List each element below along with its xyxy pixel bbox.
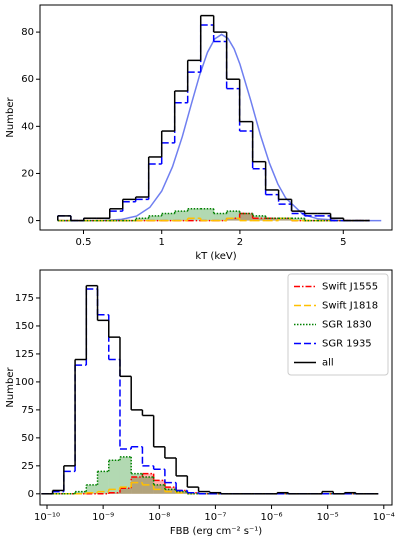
y-tick-label: 25 xyxy=(21,461,34,472)
hist-fill xyxy=(86,484,98,494)
plot-area xyxy=(41,284,379,495)
hist-fill xyxy=(97,471,109,494)
y-tick-label: 125 xyxy=(15,349,34,360)
hist-fill xyxy=(119,456,132,494)
legend-label: Swift J1555 xyxy=(322,282,378,293)
y-tick-label: 40 xyxy=(21,121,34,132)
y-axis-label: Number xyxy=(5,367,16,408)
y-tick-label: 60 xyxy=(21,74,34,85)
hist-fill xyxy=(153,480,165,494)
legend-box xyxy=(287,273,389,376)
x-tick-label: 2 xyxy=(237,237,243,248)
plot-area xyxy=(57,14,382,222)
y-tick-label: 175 xyxy=(15,293,34,304)
y-axis-label: Number xyxy=(5,97,16,138)
y-tick-label: 150 xyxy=(15,321,34,332)
y-tick-label: 0 xyxy=(28,489,34,500)
x-tick-label: 10⁻⁹ xyxy=(92,512,114,523)
axes-frame xyxy=(39,269,393,506)
hist-fill xyxy=(108,460,120,494)
hist-fill xyxy=(213,213,227,221)
hist-fill xyxy=(148,215,162,221)
hist-fill xyxy=(265,218,279,221)
x-tick-label: 10⁻⁸ xyxy=(148,512,170,523)
hist-fill xyxy=(161,213,175,221)
hist-fill xyxy=(142,473,154,494)
legend-label: SGR 1935 xyxy=(322,339,372,350)
legend-label: all xyxy=(322,358,334,369)
hist-fill xyxy=(239,213,253,221)
y-tick-label: 20 xyxy=(21,168,34,179)
hist-fill xyxy=(200,208,214,221)
hist-fill xyxy=(131,477,143,494)
hist-fill xyxy=(174,211,188,221)
hist-fill xyxy=(164,487,177,494)
hist-fill xyxy=(252,218,266,221)
x-tick-label: 10⁻¹⁰ xyxy=(34,512,60,523)
fit-line xyxy=(58,33,382,222)
hist-fill xyxy=(291,218,305,221)
hist-fill xyxy=(239,213,253,221)
x-tick-label: 10⁻⁷ xyxy=(204,512,226,523)
panel: 0.5 1 2 5 0 20 40 60 80 kT (keV) Number xyxy=(5,4,393,262)
hist-fill xyxy=(187,208,201,221)
hist-fill xyxy=(135,218,149,221)
y-tick-label: 0 xyxy=(28,216,34,227)
hist-fill xyxy=(226,218,240,221)
y-tick-label: 100 xyxy=(15,377,34,388)
x-tick-label: 10⁻⁵ xyxy=(317,512,339,523)
x-tick-label: 10⁻⁴ xyxy=(373,512,395,523)
hist-fill xyxy=(226,211,240,221)
hist-fill xyxy=(75,491,87,494)
y-tick-label: 80 xyxy=(21,27,34,38)
x-tick-label: 10⁻⁶ xyxy=(261,512,283,523)
panel: 10⁻¹⁰ 10⁻⁹ 10⁻⁸ 10⁻⁷ 10⁻⁶ 10⁻⁵ 10⁻⁴ 0 25 50 75 100 1… xyxy=(5,269,395,537)
hist-fill xyxy=(131,473,143,494)
x-axis-label: FBB (erg cm⁻² s⁻¹) xyxy=(170,526,262,537)
x-tick-label: 1 xyxy=(159,237,165,248)
y-tick-label: 50 xyxy=(21,433,34,444)
legend-label: SGR 1830 xyxy=(322,320,372,331)
hist-fill xyxy=(265,218,279,221)
hist-fill xyxy=(119,488,132,494)
hist-fill xyxy=(278,218,292,221)
hist-fill xyxy=(252,215,266,221)
x-tick-label: 5 xyxy=(340,237,346,248)
legend-label: Swift J1818 xyxy=(322,301,378,312)
hist-fill xyxy=(278,218,292,221)
y-tick-label: 75 xyxy=(21,405,34,416)
axes-frame xyxy=(39,4,393,231)
x-axis-label: kT (keV) xyxy=(195,251,236,262)
x-tick-label: 0.5 xyxy=(76,237,92,248)
